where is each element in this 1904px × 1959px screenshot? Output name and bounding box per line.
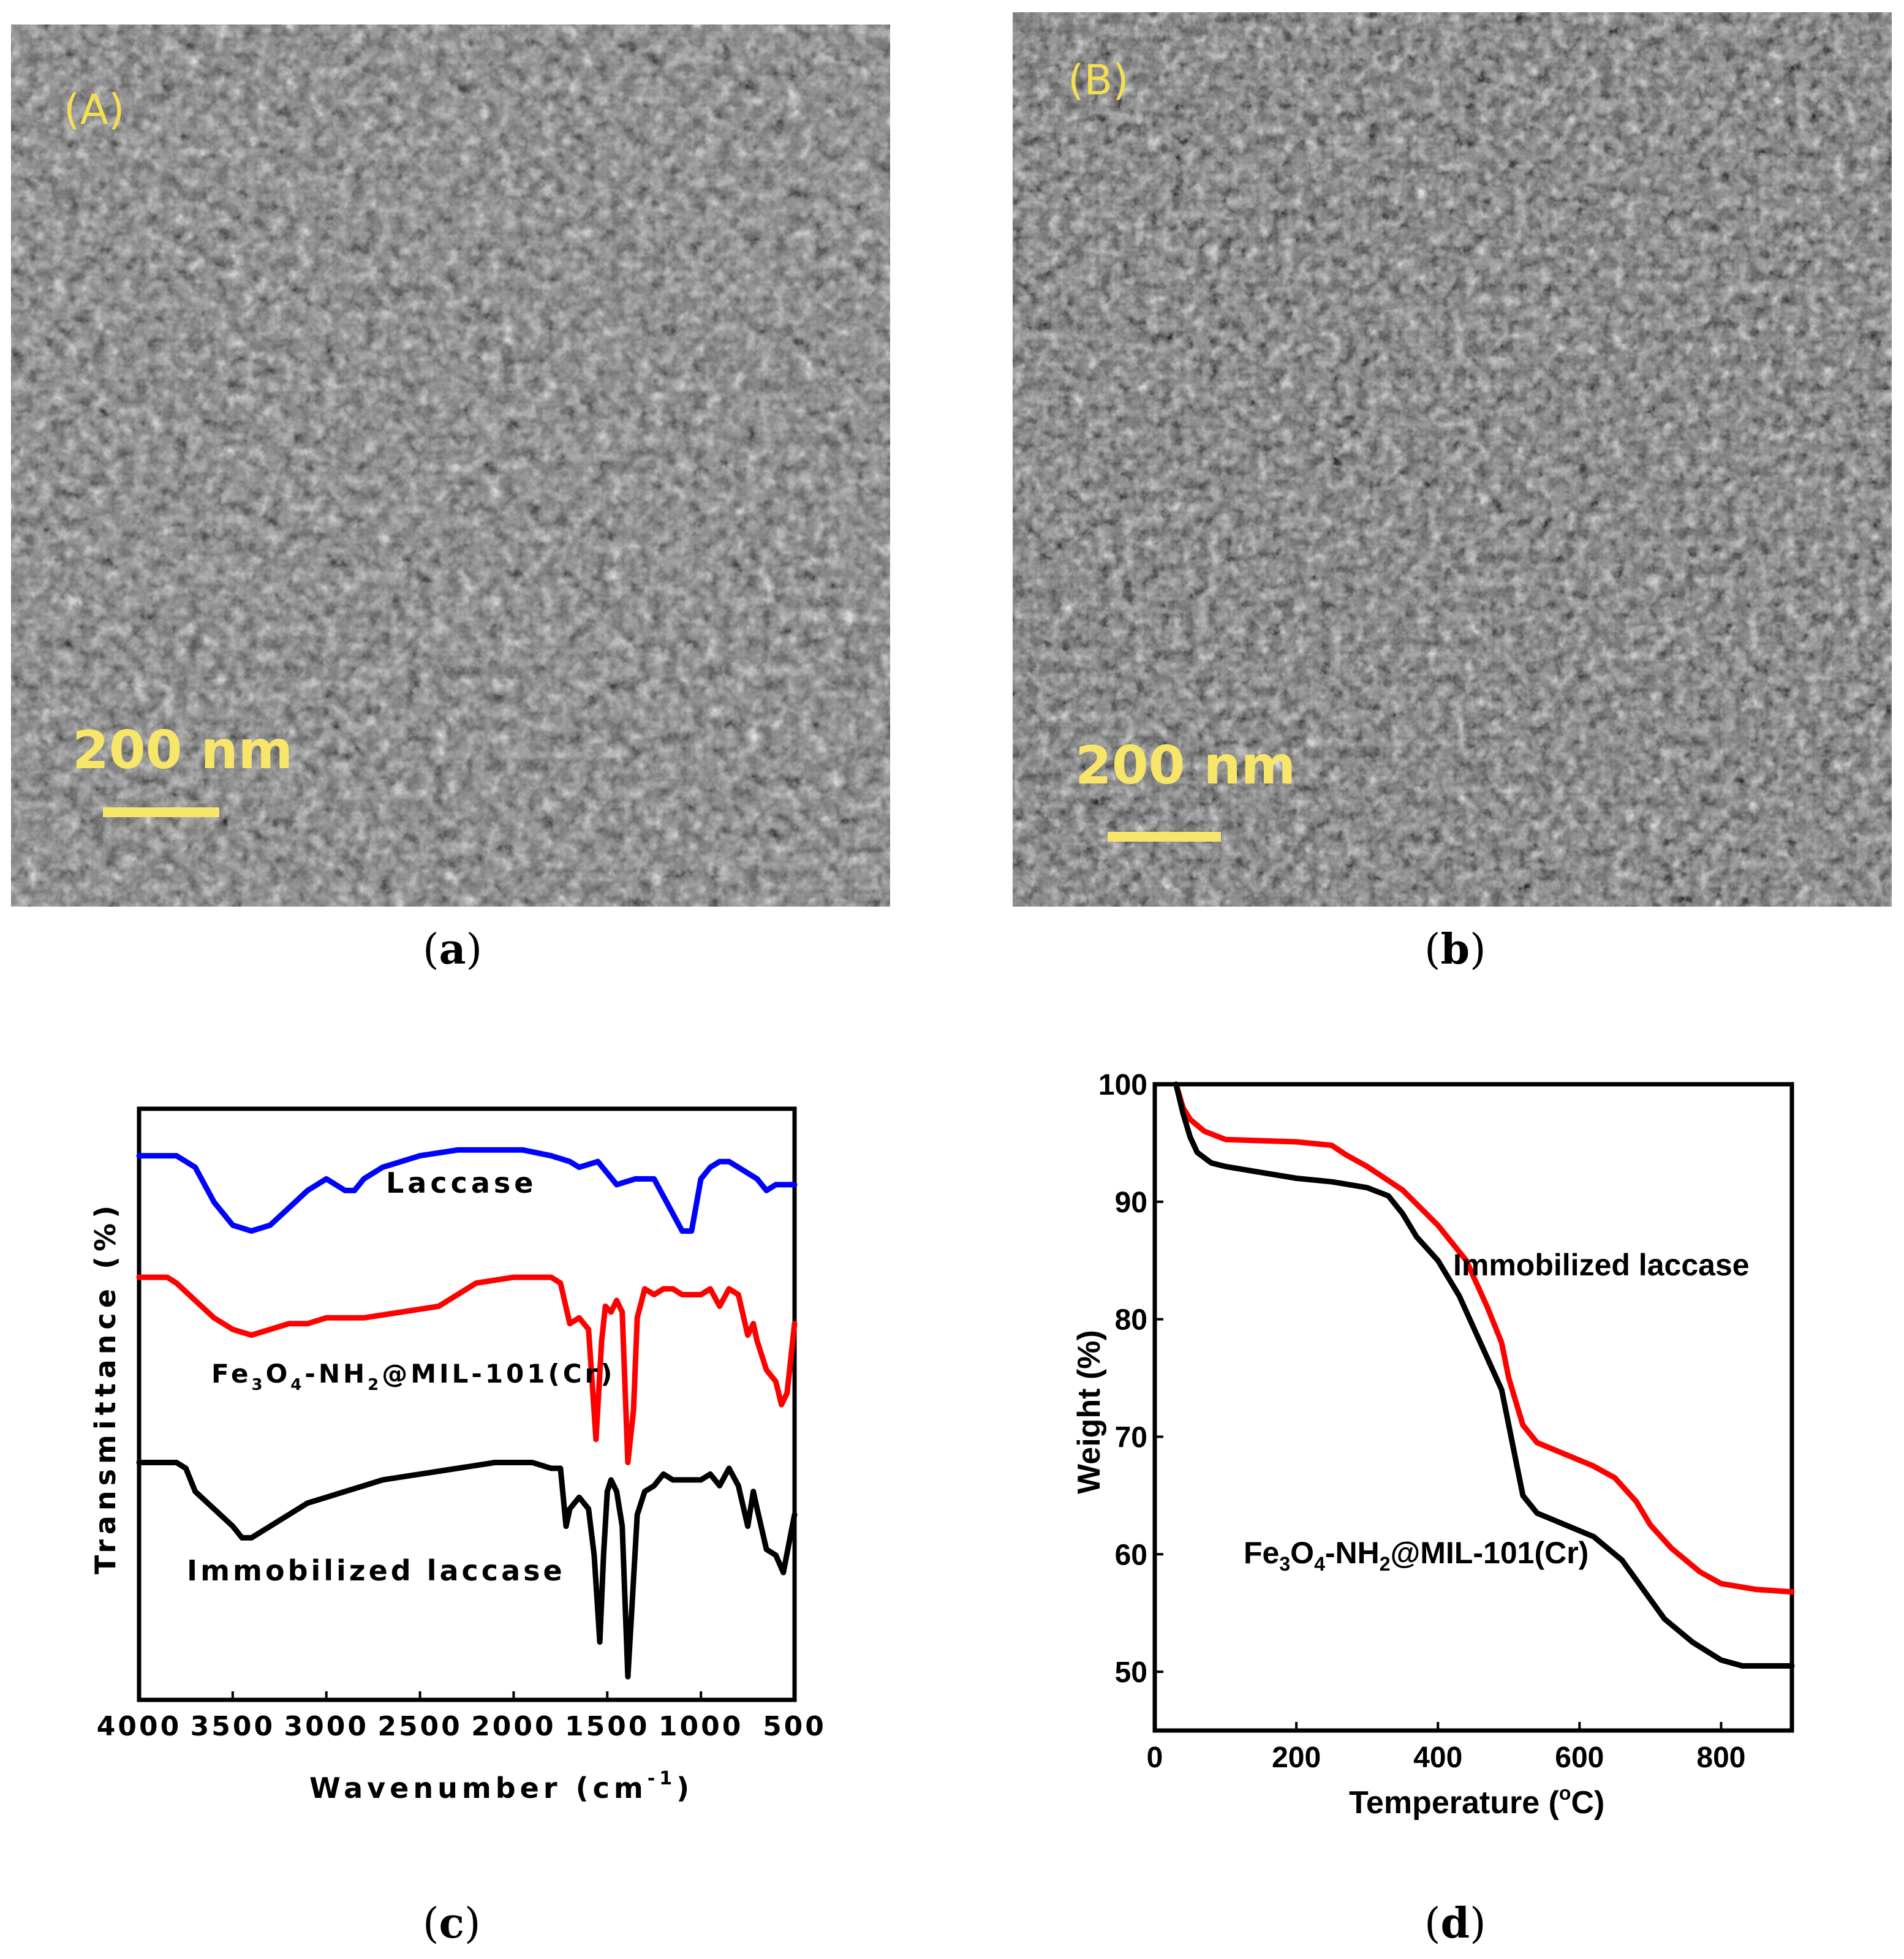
tga-x-tick-label: 600 [1555, 1742, 1604, 1774]
sem-texture-b [1013, 12, 1892, 907]
ftir-series-line-2 [136, 1460, 798, 1680]
panel-tag-a: (A) [64, 86, 125, 134]
caption-a: (a) [423, 925, 483, 974]
ftir-x-tick-label: 1000 [659, 1711, 743, 1742]
ftir-series-line-1 [136, 1274, 798, 1465]
tga-y-tick-label: 90 [1115, 1187, 1147, 1219]
ftir-label-laccase: Laccase [386, 1166, 537, 1199]
sem-image-a: (A) 200 nm [11, 25, 890, 907]
tga-plot-frame [1152, 1082, 1794, 1733]
tga-label-immobilized: Immobilized laccase [1453, 1248, 1750, 1282]
ftir-x-tick-label: 4000 [97, 1711, 181, 1742]
scale-bar-b [1108, 832, 1221, 842]
ftir-x-tick-label: 2000 [471, 1711, 556, 1742]
caption-d: (d) [1424, 1899, 1486, 1948]
ftir-x-tick-label: 3000 [284, 1711, 368, 1742]
tga-series-line-1 [1173, 1081, 1795, 1669]
tga-y-tick-label: 50 [1115, 1656, 1147, 1689]
caption-b: (b) [1424, 925, 1486, 974]
tga-y-tick-label: 100 [1098, 1069, 1147, 1101]
tga-x-tick-label: 800 [1696, 1742, 1745, 1774]
tga-xlabel: Temperature (oC) [1349, 1782, 1604, 1821]
scale-bar-a [103, 807, 219, 817]
ftir-label-immobilized: Immobilized laccase [187, 1554, 565, 1587]
tga-x-tick-label: 0 [1147, 1742, 1163, 1774]
ftir-series-line-0 [136, 1147, 798, 1234]
tga-y-tick-label: 60 [1115, 1539, 1147, 1571]
ftir-chart: 4000 3500 3000 2500 2000 1500 1000 500 Laccase … [89, 1106, 826, 1805]
panel-tag-b: (B) [1068, 56, 1129, 105]
tga-x-tick-label: 200 [1272, 1742, 1321, 1774]
ftir-label-composite: Fe3O4-NH2@MIL-101(Cr) [211, 1359, 615, 1394]
tga-chart: 0 200 400 600 800 50 60 70 80 90 100 Immobilized l… [1071, 1069, 1795, 1821]
scale-label-b: 200 nm [1075, 735, 1296, 796]
ftir-plot-frame [137, 1106, 797, 1702]
caption-c: (c) [423, 1899, 481, 1948]
tga-label-composite: Fe3O4-NH2@MIL-101(Cr) [1244, 1536, 1589, 1575]
tga-ylabel: Weight (%) [1071, 1330, 1107, 1494]
ftir-x-tick-label: 1500 [565, 1711, 649, 1742]
ftir-xlabel: Wavenumber (cm-1) [309, 1768, 693, 1805]
ftir-x-tick-label: 500 [763, 1711, 826, 1742]
tga-series-line-0 [1173, 1081, 1795, 1595]
tga-y-tick-label: 80 [1115, 1304, 1147, 1337]
ftir-x-tick-label: 2500 [377, 1711, 462, 1742]
ftir-x-tick-label: 3500 [191, 1711, 275, 1742]
ftir-ylabel: Transmittance (%) [89, 1201, 122, 1574]
sem-texture-a [11, 25, 890, 907]
scale-label-a: 200 nm [72, 720, 293, 781]
tga-x-tick-label: 400 [1413, 1742, 1462, 1774]
sem-image-b: (B) 200 nm [1013, 12, 1892, 907]
tga-y-tick-label: 70 [1115, 1421, 1147, 1454]
